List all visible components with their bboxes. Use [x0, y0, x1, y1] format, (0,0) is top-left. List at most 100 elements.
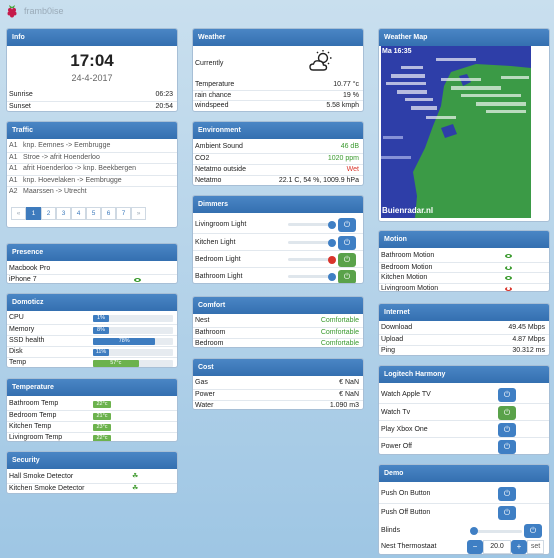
- weather-panel-title: Weather: [193, 29, 363, 46]
- traffic-item: A1 knp. Hoevelaken -> Eembrugge: [7, 174, 177, 185]
- pagination-item[interactable]: »: [131, 207, 146, 220]
- env-row: Ambient Sound 46 dB: [193, 142, 363, 152]
- dimmer-slider[interactable]: [288, 220, 336, 229]
- security-item: Kitchen Smoke Detector ☘: [7, 483, 177, 493]
- power-button[interactable]: ⏻: [338, 269, 356, 283]
- motion-item: Bedroom Motion: [379, 261, 549, 272]
- temperature-item: Bedroom Temp 21°c: [7, 410, 177, 420]
- pagination-item[interactable]: 2: [41, 207, 56, 220]
- row-value: Wet: [346, 166, 359, 173]
- pagination-item[interactable]: «: [11, 207, 26, 220]
- demo-label: Push Off Button: [381, 509, 431, 516]
- traffic-road: A1: [9, 154, 18, 162]
- blinds-slider-handle[interactable]: [470, 527, 478, 535]
- power-button[interactable]: ⏻: [498, 405, 516, 420]
- environment-panel: Environment Ambient Sound 46 dB CO2 1020 pp…: [192, 121, 364, 186]
- pagination-item[interactable]: 5: [86, 207, 101, 220]
- dimmer-slider-handle[interactable]: [328, 238, 336, 247]
- domoticz-item: Temp 57°c: [7, 357, 177, 367]
- pagination-item[interactable]: 1: [26, 207, 41, 220]
- comfort-panel: Comfort Nest Comfortable Bathroom Comfortab…: [192, 296, 364, 348]
- dimmer-item: Kitchen Light ⏻: [193, 233, 363, 250]
- thermostat-value-input[interactable]: 20.0: [483, 540, 511, 554]
- traffic-item: A1 Stroe -> afrit Hoenderloo: [7, 152, 177, 162]
- domoticz-label: SSD health: [9, 337, 45, 344]
- env-row: CO2 1020 ppm: [193, 153, 363, 163]
- traffic-item: A1 afrit Hoenderloo -> knp. Beekbergen: [7, 163, 177, 173]
- motion-panel-title: Motion: [379, 231, 549, 248]
- progress-bar: 8%: [93, 326, 109, 334]
- dimmer-label: Bathroom Light: [195, 273, 243, 280]
- dimmer-slider[interactable]: [288, 238, 336, 247]
- row-label: CO2: [195, 155, 210, 162]
- harmony-label: Watch Tv: [381, 409, 411, 416]
- traffic-item: A2 Maarssen -> Utrecht: [7, 185, 177, 196]
- security-panel: Security Hall Smoke Detector ☘ Kitchen Smo…: [6, 451, 178, 494]
- top-bar: framb0ise: [0, 0, 554, 22]
- thermostat-decrease-button[interactable]: −: [467, 540, 483, 554]
- dimmer-item: Livingroom Light ⏻: [193, 216, 363, 233]
- power-button[interactable]: ⏻: [498, 505, 516, 520]
- motion-label: Bedroom Motion: [381, 263, 433, 271]
- power-button[interactable]: ⏻: [338, 217, 356, 232]
- motion-item: Livingroom Motion: [379, 282, 549, 291]
- row-label: Nest: [195, 317, 210, 324]
- motion-item: Bathroom Motion: [379, 251, 549, 261]
- power-button[interactable]: ⏻: [498, 486, 516, 501]
- pagination-item[interactable]: 7: [116, 207, 131, 220]
- eye-icon: [505, 254, 512, 258]
- pagination-item[interactable]: 6: [101, 207, 116, 220]
- domoticz-label: Memory: [9, 326, 35, 333]
- temperature-badge: 21°c: [93, 412, 111, 420]
- power-button[interactable]: ⏻: [338, 252, 356, 267]
- traffic-route: Stroe -> afrit Hoenderloo: [23, 154, 100, 162]
- traffic-pagination: «1 2 3 4 5 6 7»: [11, 207, 151, 220]
- temperature-label: Livingroom Temp: [9, 434, 63, 441]
- traffic-road: A1: [9, 165, 18, 173]
- dimmer-slider[interactable]: [288, 272, 336, 281]
- eye-icon: [505, 286, 512, 291]
- motion-label: Bathroom Motion: [381, 252, 435, 259]
- traffic-road: A1: [9, 176, 18, 184]
- power-button[interactable]: ⏻: [498, 439, 516, 454]
- domoticz-label: Temp: [9, 359, 27, 366]
- dimmer-slider-handle[interactable]: [328, 255, 336, 264]
- app-title: framb0ise: [24, 6, 64, 16]
- row-label: Power: [195, 391, 215, 398]
- blinds-slider[interactable]: [470, 527, 522, 535]
- row-value: € NaN: [339, 391, 359, 398]
- dimmer-slider-handle[interactable]: [328, 220, 336, 229]
- thermostat-increase-button[interactable]: +: [511, 540, 527, 554]
- blinds-toggle-button[interactable]: ⏻: [524, 524, 542, 538]
- temperature-badge: 23°c: [93, 423, 111, 431]
- power-button[interactable]: ⏻: [338, 235, 356, 250]
- temperature-item: Kitchen Temp 23°c: [7, 421, 177, 431]
- demo-item: Push Off Button ⏻: [379, 503, 549, 520]
- pagination-item[interactable]: 3: [56, 207, 71, 220]
- internet-row: Ping 30.312 ms: [379, 345, 549, 355]
- row-value: Comfortable: [320, 317, 359, 324]
- weather-currently: Currently: [195, 60, 224, 67]
- radar-map: [381, 46, 531, 218]
- thermostat-set-button[interactable]: set: [527, 540, 544, 554]
- info-row-sunrise: Sunrise 06:23: [9, 91, 173, 98]
- temperature-badge: 22°c: [93, 400, 111, 408]
- weathermap-panel-title: Weather Map: [379, 29, 549, 46]
- pagination-item[interactable]: 4: [71, 207, 86, 220]
- power-button[interactable]: ⏻: [498, 387, 516, 402]
- dimmer-item: Bedroom Light ⏻: [193, 250, 363, 267]
- temperature-item: Bathroom Temp 22°c: [7, 399, 177, 409]
- row-label: Upload: [381, 336, 404, 343]
- temperature-panel-title: Temperature: [7, 379, 177, 396]
- security-panel-title: Security: [7, 452, 177, 469]
- progress-bar: 11%: [93, 348, 109, 356]
- domoticz-panel: Domoticz CPU 1% Memory 8% SSD health 78% Disk 1…: [6, 293, 178, 368]
- row-value: 5.58 kmph: [326, 102, 359, 109]
- harmony-panel: Logitech Harmony Watch Apple TV ⏻ Watch Tv…: [378, 365, 550, 455]
- dimmer-slider-handle[interactable]: [328, 272, 336, 281]
- row-label: Bathroom: [195, 329, 226, 336]
- power-button[interactable]: ⏻: [498, 422, 516, 437]
- domoticz-item: CPU 1%: [7, 313, 177, 323]
- dimmer-slider[interactable]: [288, 255, 336, 264]
- demo-item: Push On Button ⏻: [379, 485, 549, 502]
